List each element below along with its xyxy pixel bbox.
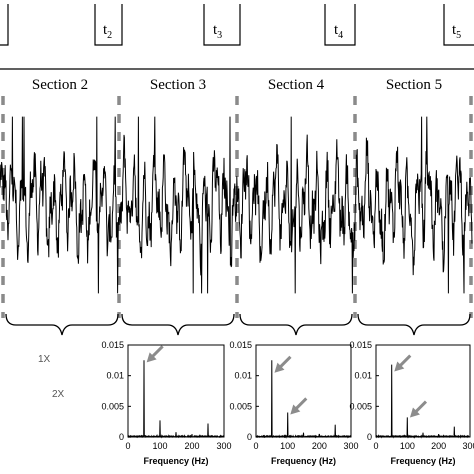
- x-tick-label: 0: [125, 441, 130, 451]
- x-tick-label: 100: [152, 441, 167, 451]
- x-tick-label: 200: [184, 441, 199, 451]
- y-tick-label: 0.01: [106, 371, 124, 381]
- y-tick-label: 0: [367, 432, 372, 442]
- y-tick-label: 0.01: [354, 371, 372, 381]
- brace-section-3: [121, 313, 235, 336]
- marker-label-t3: t3: [213, 22, 222, 41]
- section-braces: [5, 313, 471, 336]
- marker-label-t5: t5: [452, 22, 461, 41]
- peak-arrow-head: [409, 407, 420, 418]
- brace-section-5: [357, 313, 471, 336]
- spectrum-chart-3: 0 0.005 0.01 0.015 0 100 200 300 Frequency (Hz): [349, 340, 474, 466]
- spectrum-chart-2: 0 0.005 0.01 0.015 0 100 200 300 Frequency (Hz): [229, 340, 358, 466]
- x-tick-label: 100: [400, 441, 415, 451]
- x-axis-label: Frequency (Hz): [390, 456, 455, 466]
- x-tick-label: 300: [343, 441, 358, 451]
- marker-label-t4: t4: [334, 22, 343, 41]
- peak-arrow-head: [274, 362, 285, 373]
- y-tick-label: 0: [119, 432, 124, 442]
- x-tick-label: 300: [462, 441, 474, 451]
- vibration-waveform: [0, 116, 473, 294]
- y-tick-label: 0.005: [229, 401, 252, 411]
- spectrum-chart-1: 0 0.005 0.01 0.015 0 100 200 300 Frequency (Hz): [101, 340, 231, 466]
- section-header: Section 2 Section 3 Section 4 Section 5: [0, 68, 474, 93]
- section-label-4: Section 4: [268, 77, 325, 93]
- x-axis-label: Frequency (Hz): [271, 456, 336, 466]
- spectrum-line: [375, 364, 471, 439]
- x-axis-label: Frequency (Hz): [143, 456, 208, 466]
- pulse-train: [0, 4, 474, 46]
- harmonic-label-2x: 2X: [52, 389, 65, 400]
- timeline: t2 t3 t4 t5: [0, 4, 474, 46]
- y-tick-label: 0.005: [349, 401, 372, 411]
- x-tick-label: 200: [431, 441, 446, 451]
- peak-arrow-head: [394, 361, 405, 372]
- peak-arrow-head: [146, 352, 157, 363]
- section-label-2: Section 2: [32, 77, 88, 93]
- section-label-3: Section 3: [150, 77, 206, 93]
- x-tick-label: 300: [216, 441, 231, 451]
- peak-arrow-head: [290, 404, 301, 415]
- plot-frame: [127, 344, 225, 438]
- section-label-5: Section 5: [386, 77, 442, 93]
- harmonic-label-1x: 1X: [38, 354, 51, 365]
- x-tick-label: 200: [312, 441, 327, 451]
- brace-section-4: [239, 313, 353, 336]
- spectrum-line: [255, 360, 352, 439]
- y-tick-label: 0.015: [349, 340, 372, 350]
- brace-section-2: [5, 313, 119, 336]
- plot-frame: [255, 344, 352, 438]
- y-tick-label: 0.015: [229, 340, 252, 350]
- marker-label-t2: t2: [103, 22, 112, 41]
- y-tick-label: 0.01: [234, 371, 252, 381]
- x-tick-label: 0: [253, 441, 258, 451]
- y-tick-label: 0.005: [101, 401, 124, 411]
- plot-frame: [375, 344, 471, 438]
- y-tick-label: 0.015: [101, 340, 124, 350]
- x-tick-label: 100: [280, 441, 295, 451]
- y-tick-label: 0: [247, 432, 252, 442]
- section-separators: [1, 96, 473, 318]
- x-tick-label: 0: [373, 441, 378, 451]
- spectrum-line: [127, 360, 225, 439]
